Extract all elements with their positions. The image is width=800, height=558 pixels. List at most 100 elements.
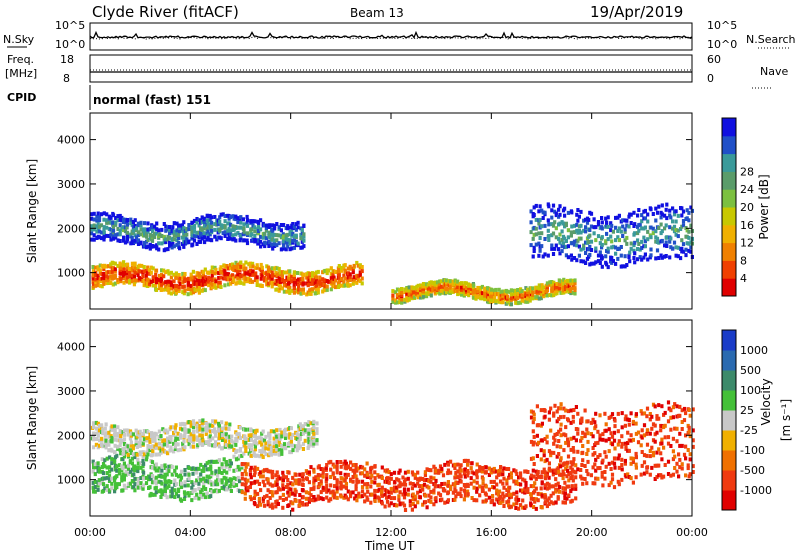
heatmap-cell (333, 491, 337, 496)
heatmap-cell (230, 273, 235, 278)
heatmap-cell (294, 222, 298, 227)
heatmap-cell (534, 232, 538, 237)
heatmap-cell (244, 427, 248, 432)
heatmap-cell (387, 494, 391, 499)
heatmap-cell (262, 271, 267, 276)
heatmap-cell (433, 484, 437, 489)
heatmap-cell (155, 231, 159, 236)
heatmap-cell (98, 271, 102, 276)
heatmap-cell (257, 224, 261, 229)
heatmap-cell (317, 482, 321, 486)
heatmap-cell (113, 478, 117, 483)
heatmap-cell (607, 461, 611, 466)
heatmap-cell (551, 231, 556, 236)
heatmap-cell (448, 283, 452, 288)
heatmap-cell (176, 494, 181, 499)
heatmap-cell (302, 234, 306, 239)
heatmap-cell (172, 229, 176, 234)
heatmap-cell (657, 256, 661, 260)
heatmap-cell (529, 476, 533, 481)
colorbar-swatch (722, 470, 736, 491)
heatmap-cell (329, 490, 333, 495)
heatmap-cell (531, 254, 535, 259)
heatmap-cell (444, 278, 449, 283)
heatmap-cell (586, 448, 590, 453)
heatmap-cell (275, 282, 279, 286)
heatmap-cell (149, 265, 153, 270)
heatmap-cell (534, 506, 538, 511)
heatmap-cell (524, 292, 528, 297)
heatmap-cell (231, 214, 235, 219)
heatmap-cell (625, 263, 629, 267)
heatmap-cell (515, 490, 519, 495)
heatmap-cell (319, 496, 323, 501)
heatmap-cell (224, 464, 228, 469)
heatmap-cell (586, 472, 590, 477)
heatmap-cell (600, 474, 604, 479)
heatmap-cell (218, 282, 222, 287)
heatmap-cell (552, 435, 556, 440)
heatmap-cell (419, 291, 423, 296)
heatmap-cell (235, 432, 239, 437)
heatmap-cell (92, 223, 96, 228)
heatmap-cell (435, 280, 440, 285)
heatmap-cell (96, 421, 100, 426)
heatmap-cell (220, 430, 224, 435)
heatmap-cell (671, 457, 675, 462)
heatmap-cell (675, 426, 679, 431)
heatmap-cell (242, 439, 246, 444)
heatmap-cell (122, 461, 126, 466)
heatmap-cell (337, 264, 341, 268)
heatmap-cell (585, 452, 589, 456)
heatmap-cell (540, 421, 544, 426)
heatmap-cell (545, 504, 549, 509)
heatmap-cell (203, 282, 207, 286)
heatmap-cell (126, 271, 130, 276)
heatmap-cell (213, 265, 217, 270)
heatmap-cell (557, 452, 561, 456)
heatmap-cell (533, 481, 537, 486)
heatmap-cell (580, 476, 584, 481)
heatmap-cell (579, 259, 583, 264)
heatmap-cell (333, 464, 337, 469)
heatmap-cell (385, 489, 390, 494)
heatmap-cell (592, 217, 596, 222)
heatmap-cell (163, 473, 167, 478)
heatmap-cell (104, 431, 108, 436)
heatmap-cell (284, 247, 288, 252)
heatmap-cell (136, 242, 141, 246)
heatmap-cell (120, 478, 124, 483)
freq-right-tick-top: 60 (707, 53, 721, 66)
heatmap-cell (176, 442, 180, 447)
heatmap-cell (559, 406, 563, 411)
heatmap-cell (553, 220, 557, 225)
heatmap-cell (244, 279, 248, 284)
heatmap-cell (575, 222, 579, 227)
heatmap-cell (228, 439, 232, 444)
heatmap-cell (360, 281, 364, 286)
heatmap-cell (153, 235, 157, 239)
heatmap-cell (308, 274, 312, 279)
heatmap-cell (160, 272, 164, 277)
heatmap-cell (591, 481, 595, 486)
heatmap-cell (407, 285, 411, 290)
heatmap-cell (302, 244, 306, 249)
heatmap-cell (499, 297, 503, 301)
heatmap-cell (125, 218, 130, 222)
heatmap-cell (487, 495, 491, 500)
heatmap-cell (604, 422, 608, 427)
heatmap-cell (121, 465, 125, 470)
heatmap-cell (197, 273, 201, 278)
heatmap-cell (643, 244, 647, 249)
heatmap-cell (113, 273, 117, 278)
heatmap-cell (616, 235, 620, 240)
heatmap-cell (142, 269, 146, 274)
heatmap-cell (244, 449, 248, 453)
heatmap-cell (569, 460, 573, 465)
heatmap-cell (398, 468, 402, 473)
heatmap-cell (196, 423, 200, 428)
heatmap-cell (111, 234, 115, 239)
heatmap-cell (621, 218, 625, 223)
heatmap-cell (469, 476, 473, 481)
heatmap-cell (148, 474, 152, 479)
